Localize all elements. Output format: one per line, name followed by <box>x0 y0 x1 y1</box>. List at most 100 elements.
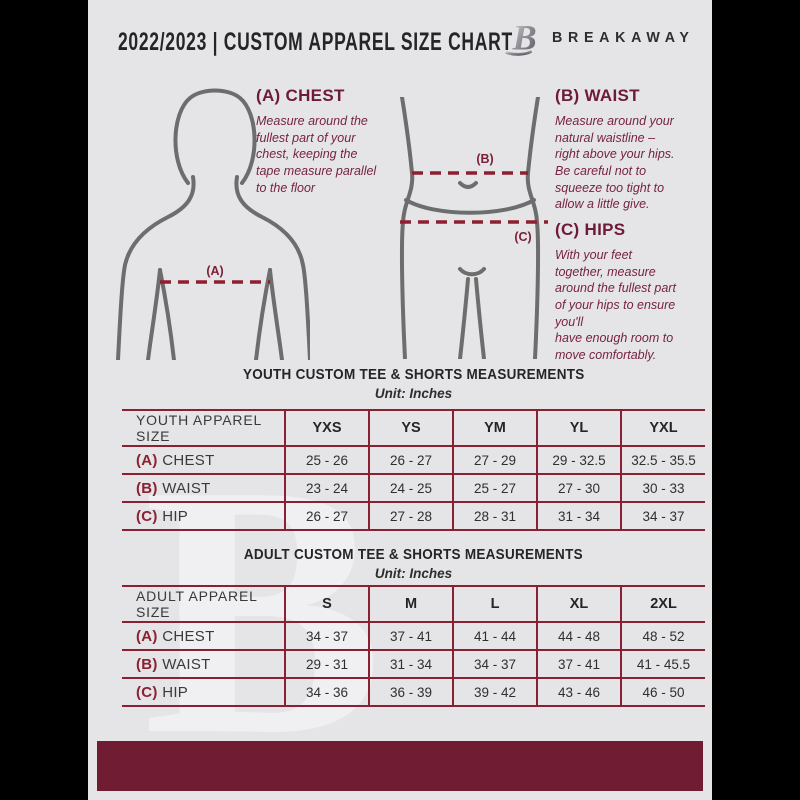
right-shoulder-arm-outline <box>234 175 310 360</box>
breakaway-logo-icon: B <box>504 17 537 57</box>
measurement-value-cell: 27 - 29 <box>452 446 537 474</box>
measurement-row: (C) HIP 26 - 27 27 - 28 28 - 31 31 - 34 34 - … <box>122 502 705 530</box>
apparel-size-column-header: ADULT APPAREL SIZE <box>136 588 258 620</box>
measurement-value-cell: 39 - 42 <box>452 678 537 706</box>
measurement-value-cell: 24 - 25 <box>368 474 453 502</box>
size-code-header: XL <box>536 586 621 622</box>
size-code-header: M <box>368 586 453 622</box>
upper-body-diagram: (A) <box>116 88 310 360</box>
measurement-value-cell: 41 - 44 <box>452 622 537 650</box>
youth-table-title: YOUTH CUSTOM TEE & SHORTS MEASUREMENTS <box>242 366 585 383</box>
brand-name: BREAKAWAY <box>552 28 695 46</box>
measurement-value-cell: 37 - 41 <box>368 622 453 650</box>
measurement-row-label: (A) CHEST <box>136 451 215 469</box>
hips-heading: (C) HIPS <box>555 220 626 239</box>
measurement-value-cell: 29 - 31 <box>284 650 369 678</box>
chest-line-label: (A) <box>206 264 223 278</box>
measurement-value-cell: 25 - 26 <box>284 446 369 474</box>
measurement-letter: (A) <box>136 451 158 469</box>
measurement-value-cell: 31 - 34 <box>368 650 453 678</box>
right-inner-leg-line <box>474 277 486 359</box>
measurement-value-cell: 41 - 45.5 <box>620 650 705 678</box>
waist-body-text: Measure around your natural waistline – … <box>555 114 675 212</box>
measurement-value-cell: 23 - 24 <box>284 474 369 502</box>
chest-body-text: Measure around the fullest part of your … <box>256 114 377 195</box>
right-inner-arm-line <box>254 268 272 360</box>
measurement-value-cell: 43 - 46 <box>536 678 621 706</box>
measurement-value-cell: 37 - 41 <box>536 650 621 678</box>
measurement-value-cell: 25 - 27 <box>452 474 537 502</box>
measurement-letter: (C) <box>136 683 158 701</box>
measurement-row-label: (A) CHEST <box>136 627 215 645</box>
measurement-row-label: (B) WAIST <box>136 655 211 673</box>
waist-line-label: (B) <box>476 152 493 166</box>
page-title: 2022/2023 | CUSTOM APPAREL SIZE CHART <box>118 28 513 56</box>
measurement-value-cell: 30 - 33 <box>620 474 705 502</box>
hips-instructions: (C) HIPS With your feet together, measur… <box>555 220 725 363</box>
measurement-value-cell: 32.5 - 35.5 <box>620 446 705 474</box>
hip-curve <box>404 198 536 215</box>
measurement-value-cell: 34 - 37 <box>620 502 705 530</box>
adult-table-title: ADULT CUSTOM TEE & SHORTS MEASUREMENTS <box>243 546 584 563</box>
size-code-header: L <box>452 586 537 622</box>
size-code-header: YXS <box>284 410 369 446</box>
brand-lockup: B BREAKAWAY <box>502 16 702 58</box>
size-code-header: YL <box>536 410 621 446</box>
youth-header-row: YOUTH APPAREL SIZE YXS YS YM YL YXL <box>122 410 705 446</box>
measurement-value-cell: 44 - 48 <box>536 622 621 650</box>
measurement-value-cell: 27 - 28 <box>368 502 453 530</box>
chest-heading: (A) CHEST <box>256 86 345 105</box>
head-outline <box>173 88 257 185</box>
left-torso-leg-outline <box>399 97 415 359</box>
measurement-value-cell: 27 - 30 <box>536 474 621 502</box>
navel-mark <box>458 181 478 189</box>
measurement-row-label: (B) WAIST <box>136 479 211 497</box>
size-chart-page: B 2022/2023 | CUSTOM APPAREL SIZE CHART … <box>88 0 712 800</box>
hips-body-text: With your feet together, measure around … <box>555 248 676 362</box>
measurement-value-cell: 46 - 50 <box>620 678 705 706</box>
size-code-header: 2XL <box>620 586 705 622</box>
measurement-value-cell: 31 - 34 <box>536 502 621 530</box>
measurement-value-cell: 26 - 27 <box>284 502 369 530</box>
left-chest-line <box>146 268 162 360</box>
left-inner-arm-line <box>158 268 176 360</box>
size-code-header: YM <box>452 410 537 446</box>
adult-table-unit: Unit: Inches <box>374 566 453 581</box>
waist-instructions: (B) WAIST Measure around your natural wa… <box>555 86 715 213</box>
youth-size-table: YOUTH APPAREL SIZE YXS YS YM YL YXL (A) CHEST… <box>122 409 705 531</box>
left-inner-leg-line <box>458 277 470 359</box>
hips-line-label: (C) <box>514 230 531 244</box>
adult-header-row: ADULT APPAREL SIZE S M L XL 2XL <box>122 586 705 622</box>
measurement-value-cell: 29 - 32.5 <box>536 446 621 474</box>
apparel-size-column-header: YOUTH APPAREL SIZE <box>136 412 262 444</box>
measurement-row: (A) CHEST 34 - 37 37 - 41 41 - 44 44 - 48 48 … <box>122 622 705 650</box>
logo-letter: B <box>512 17 537 57</box>
measurement-value-cell: 48 - 52 <box>620 622 705 650</box>
left-shoulder-arm-outline <box>116 175 196 360</box>
measurement-row: (A) CHEST 25 - 26 26 - 27 27 - 29 29 - 32.5 3… <box>122 446 705 474</box>
footer-bar <box>97 741 703 791</box>
measurement-value-cell: 36 - 39 <box>368 678 453 706</box>
measurement-letter: (B) <box>136 479 158 497</box>
measurement-value-cell: 34 - 37 <box>452 650 537 678</box>
measurement-row-label: (C) HIP <box>136 507 189 525</box>
logo-baseline-swash <box>505 50 533 56</box>
measurement-letter: (A) <box>136 627 158 645</box>
right-chest-line <box>268 268 284 360</box>
measurement-value-cell: 26 - 27 <box>368 446 453 474</box>
measurement-row: (B) WAIST 29 - 31 31 - 34 34 - 37 37 - 41 41 … <box>122 650 705 678</box>
lower-body-diagram: (B) (C) <box>399 97 548 359</box>
adult-size-table: ADULT APPAREL SIZE S M L XL 2XL (A) CHEST 34 -… <box>122 585 705 707</box>
measurement-row-label: (C) HIP <box>136 683 189 701</box>
size-code-header: YS <box>368 410 453 446</box>
measurement-value-cell: 28 - 31 <box>452 502 537 530</box>
size-code-header: YXL <box>620 410 705 446</box>
measurement-value-cell: 34 - 37 <box>284 622 369 650</box>
size-code-header: S <box>284 586 369 622</box>
crotch-curve <box>458 267 486 277</box>
measurement-row: (C) HIP 34 - 36 36 - 39 39 - 42 43 - 46 46 - … <box>122 678 705 706</box>
measurement-letter: (C) <box>136 507 158 525</box>
right-torso-leg-outline <box>525 97 541 359</box>
measurement-row: (B) WAIST 23 - 24 24 - 25 25 - 27 27 - 30 30 … <box>122 474 705 502</box>
